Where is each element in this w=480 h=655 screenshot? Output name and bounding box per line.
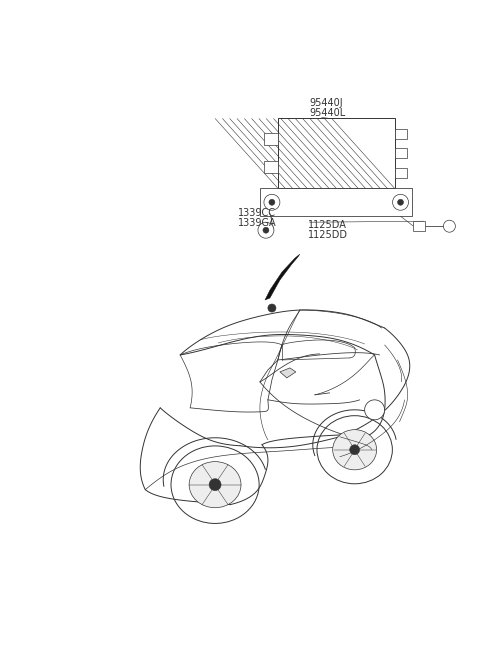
Bar xyxy=(264,134,278,145)
Polygon shape xyxy=(280,368,296,378)
Circle shape xyxy=(264,195,280,210)
Bar xyxy=(260,188,412,216)
Circle shape xyxy=(397,199,404,205)
Circle shape xyxy=(365,400,384,420)
Ellipse shape xyxy=(317,416,392,484)
Polygon shape xyxy=(265,254,300,300)
Circle shape xyxy=(268,304,276,312)
Circle shape xyxy=(444,220,456,233)
Circle shape xyxy=(350,445,360,455)
Ellipse shape xyxy=(189,462,241,508)
Text: 1125DA: 1125DA xyxy=(308,220,347,230)
Text: 1125DD: 1125DD xyxy=(308,230,348,240)
Bar xyxy=(264,161,278,174)
Ellipse shape xyxy=(333,430,377,470)
Text: 1339CC: 1339CC xyxy=(238,208,276,218)
Circle shape xyxy=(258,222,274,238)
Bar xyxy=(413,221,425,231)
Ellipse shape xyxy=(171,446,259,523)
Circle shape xyxy=(263,227,269,233)
Text: 1339GA: 1339GA xyxy=(238,218,276,228)
Bar xyxy=(395,149,407,159)
Bar xyxy=(395,129,407,139)
Text: 95440J: 95440J xyxy=(310,98,343,109)
Bar xyxy=(278,119,395,188)
Circle shape xyxy=(269,199,275,205)
Circle shape xyxy=(209,479,221,491)
Bar xyxy=(395,168,407,178)
Text: 95440L: 95440L xyxy=(310,109,346,119)
Circle shape xyxy=(393,195,408,210)
